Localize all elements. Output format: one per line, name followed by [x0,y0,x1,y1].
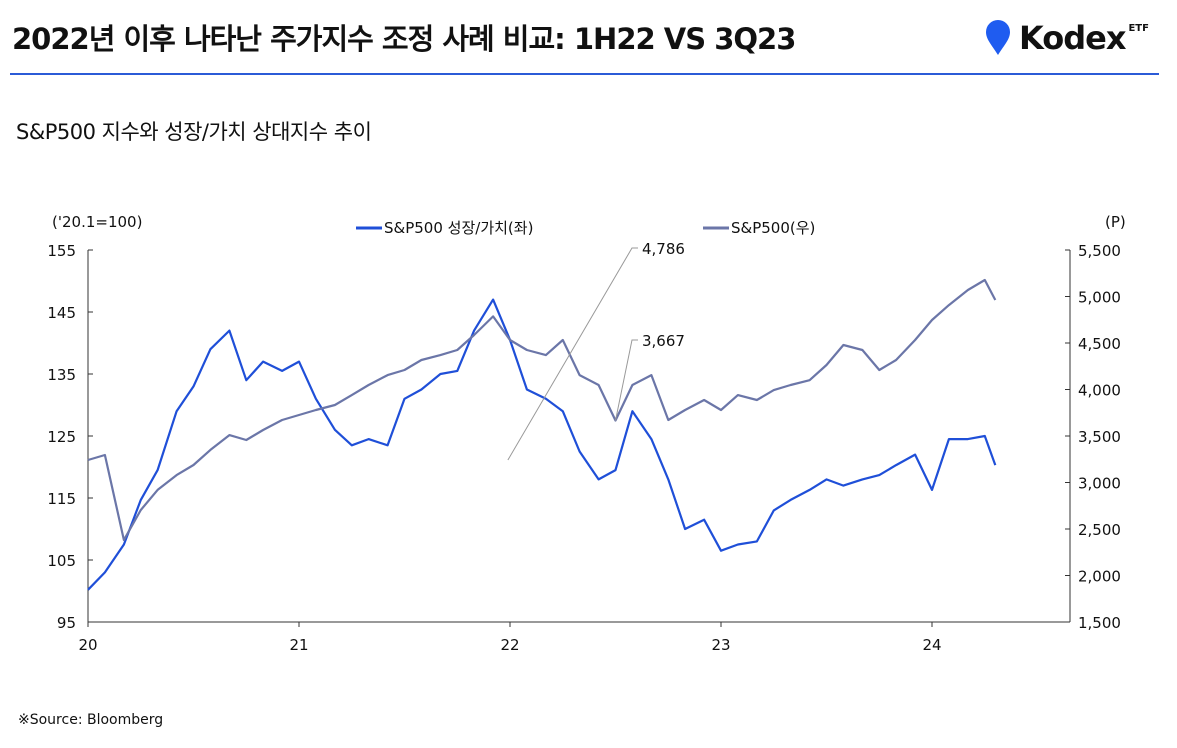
right-tick-label: 3,500 [1078,428,1121,446]
right-tick-label: 5,500 [1078,242,1121,260]
sp500-line [87,278,997,542]
header-divider [10,73,1159,75]
left-tick-label: 95 [57,614,76,632]
right-tick-label: 5,000 [1078,289,1121,307]
right-tick-label: 1,500 [1078,614,1121,632]
location-pin-icon [986,20,1010,55]
left-tick-label: 125 [47,428,76,446]
growth-value-line [87,298,997,591]
x-tick-label: 22 [500,636,519,654]
logo-suffix: ETF [1128,23,1149,34]
right-tick-label: 4,500 [1078,335,1121,353]
left-tick-label: 105 [47,552,76,570]
annotation-label: 4,786 [642,240,685,258]
right-tick-label: 2,500 [1078,521,1121,539]
right-tick-label: 4,000 [1078,382,1121,400]
x-tick-label: 21 [289,636,308,654]
legend-label-sp500: S&P500(우) [731,219,815,237]
logo-text: Kodex [1019,19,1126,57]
source-note: ※Source: Bloomberg [18,712,164,728]
legend: S&P500 성장/가치(좌) S&P500(우) [356,219,815,237]
x-tick-label: 23 [711,636,730,654]
left-tick-label: 115 [47,490,76,508]
right-axis-unit: (P) [1105,213,1126,231]
right-tick-label: 2,000 [1078,568,1121,586]
page-title: 2022년 이후 나타난 주가지수 조정 사례 비교: 1H22 VS 3Q23 [12,22,796,56]
annotation-label: 3,667 [642,332,685,350]
kodex-logo: Kodex ETF [985,20,1149,56]
left-tick-label: 145 [47,304,76,322]
legend-label-growth-value: S&P500 성장/가치(좌) [384,219,533,237]
x-tick-label: 24 [922,636,941,654]
chart-subtitle: S&P500 지수와 성장/가치 상대지수 추이 [16,120,372,144]
x-tick-label: 20 [78,636,97,654]
left-tick-label: 155 [47,242,76,260]
left-axis-unit: ('20.1=100) [52,213,142,231]
left-tick-label: 135 [47,366,76,384]
right-tick-label: 3,000 [1078,475,1121,493]
annotation-leader [507,247,638,461]
annotation-leader [615,339,638,421]
